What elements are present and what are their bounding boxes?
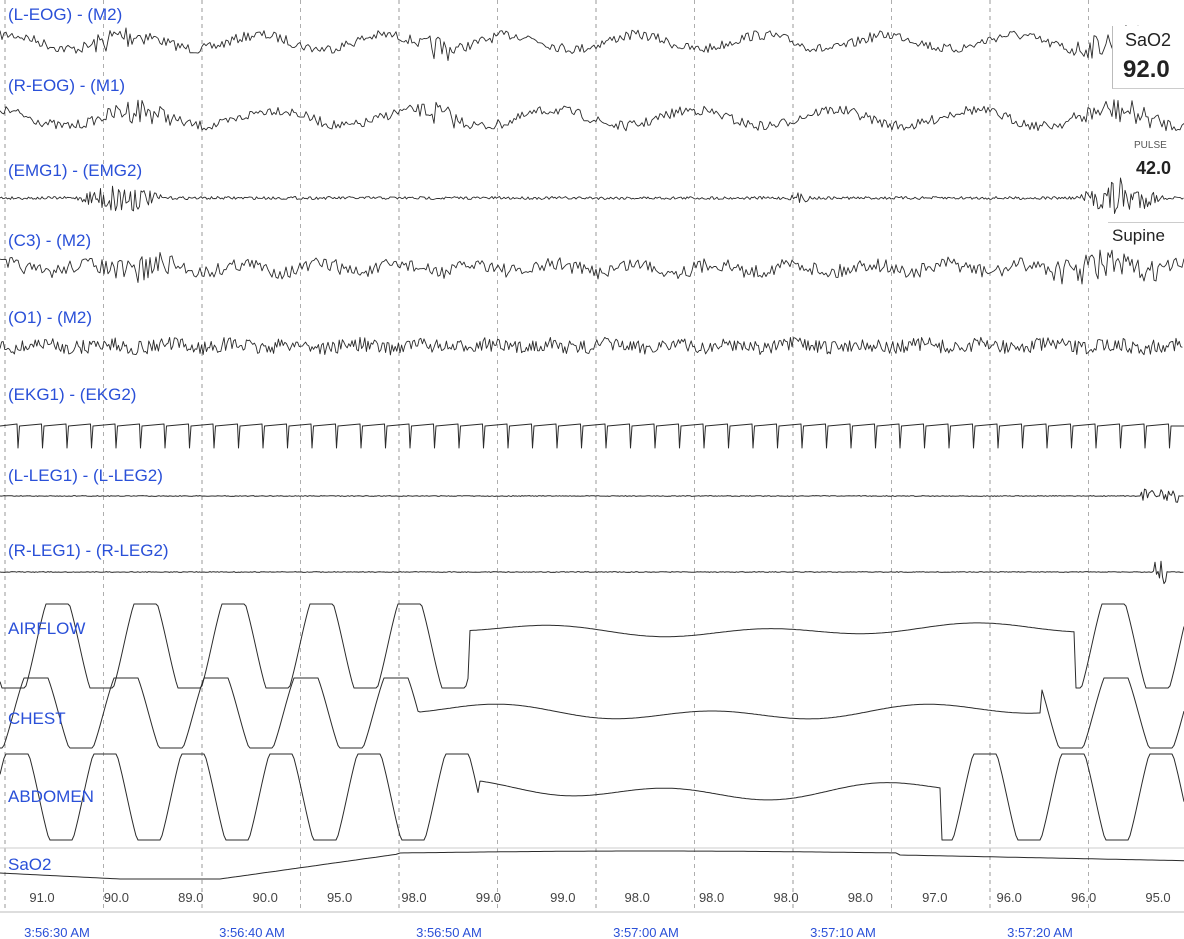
sao2-value-label: 96.0 — [1070, 890, 1097, 905]
sao2-value-label: 98.0 — [401, 890, 427, 905]
channel-label-emg: (EMG1) - (EMG2) — [8, 161, 143, 180]
sao2-value-label: 89.0 — [178, 890, 204, 905]
pulse-readout-value: 42.0 — [1136, 158, 1172, 178]
sao2-value-label: 95.0 — [1145, 890, 1171, 905]
sao2-value-label: 90.0 — [103, 890, 130, 905]
channel-label-abdomen: ABDOMEN — [8, 787, 94, 806]
trace-abdomen — [0, 753, 1184, 841]
pulse-readout: PULSE 42.0 — [1124, 136, 1184, 184]
time-tick-label: 3:57:10 AM — [810, 925, 876, 939]
trace-l-leg — [0, 488, 1184, 503]
trace-r-eog — [0, 99, 1184, 132]
time-tick-label: 3:57:00 AM — [613, 925, 679, 939]
sao2-readout: SaO2 92.0 — [1112, 26, 1184, 89]
trace-c3 — [0, 249, 1184, 285]
body-position-value: Supine — [1112, 226, 1165, 245]
channel-label-r-eog: (R-EOG) - (M1) — [8, 76, 126, 95]
sao2-value-label: 98.0 — [847, 890, 874, 905]
channel-label-r-leg: (R-LEG1) - (R-LEG2) — [8, 541, 169, 560]
trace-l-eog — [0, 25, 1184, 61]
channel-label-ekg: (EKG1) - (EKG2) — [8, 385, 137, 404]
channel-label-airflow: AIRFLOW — [8, 619, 86, 638]
sao2-value-label: 96.0 — [996, 890, 1022, 905]
trace-airflow — [0, 603, 1184, 689]
body-position-readout: Supine — [1108, 222, 1184, 249]
trace-sao2 — [0, 850, 1184, 880]
sao2-value-label: 97.0 — [922, 890, 948, 905]
time-tick-label: 3:56:50 AM — [416, 925, 482, 939]
time-tick-label: 3:57:20 AM — [1007, 925, 1073, 939]
time-tick-label: 3:56:30 AM — [24, 925, 90, 939]
trace-r-leg — [0, 560, 1184, 585]
channel-label-c3: (C3) - (M2) — [8, 231, 92, 250]
sao2-value-label: 99.0 — [475, 890, 502, 905]
channel-label-chest: CHEST — [8, 709, 66, 728]
pulse-readout-label: PULSE — [1134, 140, 1167, 151]
channel-label-l-leg: (L-LEG1) - (L-LEG2) — [8, 466, 163, 485]
sao2-value-label: 91.0 — [29, 890, 55, 905]
sao2-value-label: 98.0 — [698, 890, 725, 905]
channel-label-sao2: SaO2 — [8, 855, 52, 874]
sao2-value-label: 95.0 — [326, 890, 353, 905]
trace-o1 — [0, 336, 1183, 356]
sao2-readout-label: SaO2 — [1125, 30, 1172, 50]
channel-label-l-eog: (L-EOG) - (M2) — [8, 5, 123, 24]
trace-ekg — [0, 423, 1184, 449]
trace-chest — [0, 677, 1184, 749]
sao2-readout-value: 92.0 — [1123, 56, 1170, 83]
time-tick-label: 3:56:40 AM — [219, 925, 285, 939]
sao2-value-label: 98.0 — [773, 890, 799, 905]
sao2-value-label: 99.0 — [550, 890, 576, 905]
sao2-value-label: 98.0 — [624, 890, 650, 905]
channel-label-o1: (O1) - (M2) — [8, 308, 93, 327]
sao2-value-label: 90.0 — [252, 890, 278, 905]
trace-emg — [0, 177, 1184, 214]
